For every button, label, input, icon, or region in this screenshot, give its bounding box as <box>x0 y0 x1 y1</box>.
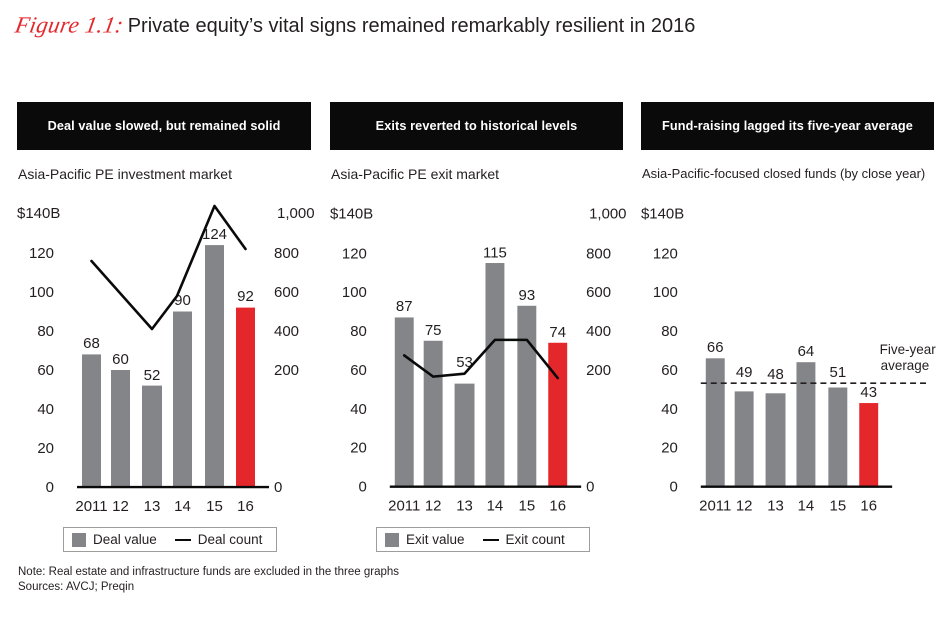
svg-text:200: 200 <box>586 362 611 379</box>
svg-text:120: 120 <box>653 245 678 262</box>
svg-text:800: 800 <box>274 245 299 262</box>
svg-text:600: 600 <box>274 284 299 301</box>
svg-text:200: 200 <box>274 362 299 379</box>
svg-text:$140B: $140B <box>330 205 373 222</box>
svg-text:0: 0 <box>274 479 282 496</box>
svg-text:49: 49 <box>736 364 753 381</box>
svg-text:1,000: 1,000 <box>277 205 315 222</box>
svg-text:400: 400 <box>274 323 299 340</box>
svg-text:13: 13 <box>456 497 473 514</box>
svg-text:12: 12 <box>736 497 753 514</box>
svg-text:20: 20 <box>350 440 367 457</box>
svg-text:2011: 2011 <box>75 498 107 515</box>
svg-text:15: 15 <box>519 497 536 514</box>
svg-text:20: 20 <box>37 440 54 457</box>
svg-text:20: 20 <box>661 440 678 457</box>
svg-text:14: 14 <box>798 497 815 514</box>
svg-text:14: 14 <box>487 497 504 514</box>
svg-text:$140B: $140B <box>17 205 60 222</box>
svg-text:80: 80 <box>37 323 54 340</box>
svg-text:51: 51 <box>830 364 847 381</box>
svg-text:120: 120 <box>29 245 54 262</box>
svg-text:2011: 2011 <box>699 497 731 514</box>
svg-text:40: 40 <box>37 401 54 418</box>
svg-text:13: 13 <box>144 498 161 515</box>
svg-text:100: 100 <box>29 284 54 301</box>
svg-text:75: 75 <box>425 322 442 339</box>
svg-text:40: 40 <box>350 401 367 418</box>
svg-text:0: 0 <box>359 479 367 496</box>
svg-text:100: 100 <box>653 284 678 301</box>
svg-text:Five-year: Five-year <box>880 342 937 357</box>
svg-text:2011: 2011 <box>388 497 420 514</box>
svg-text:16: 16 <box>549 497 566 514</box>
svg-text:60: 60 <box>350 362 367 379</box>
svg-text:60: 60 <box>661 362 678 379</box>
svg-text:100: 100 <box>342 284 367 301</box>
svg-text:60: 60 <box>112 351 129 368</box>
svg-text:600: 600 <box>586 284 611 301</box>
svg-text:80: 80 <box>661 323 678 340</box>
svg-text:74: 74 <box>549 324 566 341</box>
svg-text:60: 60 <box>37 362 54 379</box>
svg-text:120: 120 <box>342 245 367 262</box>
svg-text:43: 43 <box>860 384 877 401</box>
svg-text:64: 64 <box>798 343 815 360</box>
svg-text:14: 14 <box>174 498 191 515</box>
svg-text:92: 92 <box>237 288 254 305</box>
svg-text:400: 400 <box>586 323 611 340</box>
svg-text:15: 15 <box>830 497 847 514</box>
svg-text:800: 800 <box>586 245 611 262</box>
svg-text:40: 40 <box>661 401 678 418</box>
svg-text:12: 12 <box>112 498 129 515</box>
svg-text:12: 12 <box>425 497 442 514</box>
svg-text:16: 16 <box>860 497 877 514</box>
svg-text:1,000: 1,000 <box>589 205 626 222</box>
svg-text:87: 87 <box>396 298 413 315</box>
svg-text:13: 13 <box>767 497 784 514</box>
svg-text:average: average <box>881 358 930 373</box>
svg-text:68: 68 <box>83 335 100 352</box>
svg-text:115: 115 <box>483 244 507 261</box>
svg-text:52: 52 <box>144 367 161 384</box>
svg-text:93: 93 <box>519 287 536 304</box>
svg-text:$140B: $140B <box>641 205 684 222</box>
svg-text:0: 0 <box>670 479 678 496</box>
svg-text:66: 66 <box>707 339 724 356</box>
svg-text:15: 15 <box>206 498 223 515</box>
svg-text:48: 48 <box>767 366 784 383</box>
svg-text:0: 0 <box>46 479 54 496</box>
svg-text:80: 80 <box>350 323 367 340</box>
svg-text:16: 16 <box>237 498 254 515</box>
svg-text:0: 0 <box>586 479 594 496</box>
